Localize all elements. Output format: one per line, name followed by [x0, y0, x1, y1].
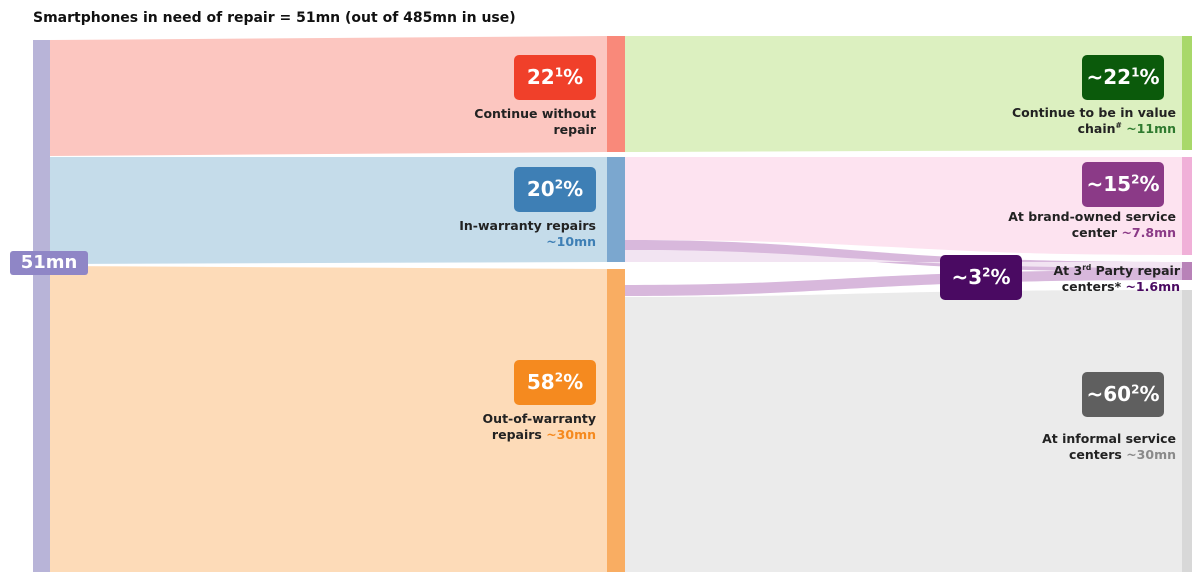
text: ~15 — [1086, 172, 1132, 196]
text: 20 — [526, 177, 555, 201]
label-line: At informal service — [1042, 431, 1176, 447]
label-line: centers* ~1.6mn — [1053, 279, 1180, 295]
label-line: Continue to be in value — [1012, 105, 1176, 121]
amount: ~11mn — [1126, 121, 1176, 136]
superscript: 2 — [1131, 382, 1140, 397]
label-line: ~10mn — [459, 234, 596, 250]
node-bar — [1182, 36, 1192, 150]
text: % — [563, 370, 584, 394]
text: % — [563, 65, 584, 89]
text: 58 — [526, 370, 555, 394]
label-line: At 3rd Party repair — [1053, 263, 1180, 279]
superscript: 1 — [554, 65, 564, 80]
text: ~60 — [1086, 382, 1132, 406]
text: repair — [553, 122, 596, 137]
text: % — [1139, 65, 1160, 89]
node-label: Continue without repair — [474, 106, 596, 138]
pct-box: ~221% — [1082, 55, 1164, 100]
text: Party repair — [1091, 263, 1180, 278]
text: chain — [1077, 121, 1116, 136]
text: Continue without — [474, 106, 596, 121]
text: At informal service — [1042, 431, 1176, 446]
node-bar — [1182, 290, 1192, 572]
superscript: # — [1115, 120, 1122, 130]
node-label: At informal service centers ~30mn — [1042, 431, 1176, 463]
label-line: center ~7.8mn — [1008, 225, 1176, 241]
flow — [625, 250, 1182, 268]
superscript: 2 — [982, 265, 991, 280]
text: 22 — [526, 65, 555, 89]
pct-box: ~602% — [1082, 372, 1164, 417]
node-label: Continue to be in value chain# ~11mn — [1012, 105, 1176, 137]
flow — [50, 157, 607, 264]
source-label: 51mn — [10, 251, 88, 275]
node-bar — [607, 36, 625, 152]
pct-box: ~152% — [1082, 162, 1164, 207]
text: centers — [1069, 447, 1127, 462]
node-label: Out-of-warranty repairs ~30mn — [483, 411, 596, 443]
label-line: centers ~30mn — [1042, 447, 1176, 463]
node-label: In-warranty repairs ~10mn — [459, 218, 596, 250]
label-line: Out-of-warranty — [483, 411, 596, 427]
label-line: chain# ~11mn — [1012, 121, 1176, 137]
text: ~3 — [951, 265, 983, 289]
flow — [625, 157, 1182, 255]
text: % — [990, 265, 1011, 289]
node-label: At brand-owned service center ~7.8mn — [1008, 209, 1176, 241]
label-line: Continue without — [474, 106, 596, 122]
flow — [50, 266, 607, 572]
node-bar — [33, 40, 50, 572]
text: At brand-owned service — [1008, 209, 1176, 224]
flow — [50, 36, 607, 156]
superscript: 2 — [554, 177, 564, 192]
pct-box: 221% — [514, 55, 596, 100]
text: ~22 — [1086, 65, 1132, 89]
flow — [625, 290, 1182, 572]
text: % — [1139, 172, 1160, 196]
node-bar — [1182, 262, 1192, 280]
title: Smartphones in need of repair = 51mn (ou… — [33, 10, 516, 26]
text: Continue to be in value — [1011, 105, 1176, 120]
superscript: 1 — [1131, 65, 1140, 80]
amount: ~7.8mn — [1121, 225, 1176, 240]
text: centers* — [1061, 279, 1126, 294]
text: In-warranty repairs — [459, 218, 596, 233]
flow — [625, 36, 1182, 152]
text: At 3 — [1053, 263, 1083, 278]
label-line: repair — [474, 122, 596, 138]
node-bar — [607, 157, 625, 262]
amount: ~10mn — [546, 234, 596, 249]
node-label: At 3rd Party repair centers* ~1.6mn — [1053, 263, 1180, 295]
node-bar — [1182, 157, 1192, 255]
label-line: In-warranty repairs — [459, 218, 596, 234]
flow — [625, 270, 1182, 296]
superscript: 2 — [554, 370, 564, 385]
node-bar — [607, 269, 625, 572]
pct-box: 202% — [514, 167, 596, 212]
text: repairs — [491, 427, 547, 442]
text: Out-of-warranty — [482, 411, 596, 426]
amount: ~30mn — [1126, 447, 1176, 462]
superscript: rd — [1082, 262, 1092, 272]
amount: ~1.6mn — [1125, 279, 1180, 294]
pct-box: ~32% — [940, 255, 1022, 300]
text: % — [563, 177, 584, 201]
label-line: At brand-owned service — [1008, 209, 1176, 225]
amount: ~30mn — [546, 427, 596, 442]
pct-box: 582% — [514, 360, 596, 405]
label-line: repairs ~30mn — [483, 427, 596, 443]
text: % — [1139, 382, 1160, 406]
superscript: 2 — [1131, 172, 1140, 187]
text: center — [1071, 225, 1122, 240]
